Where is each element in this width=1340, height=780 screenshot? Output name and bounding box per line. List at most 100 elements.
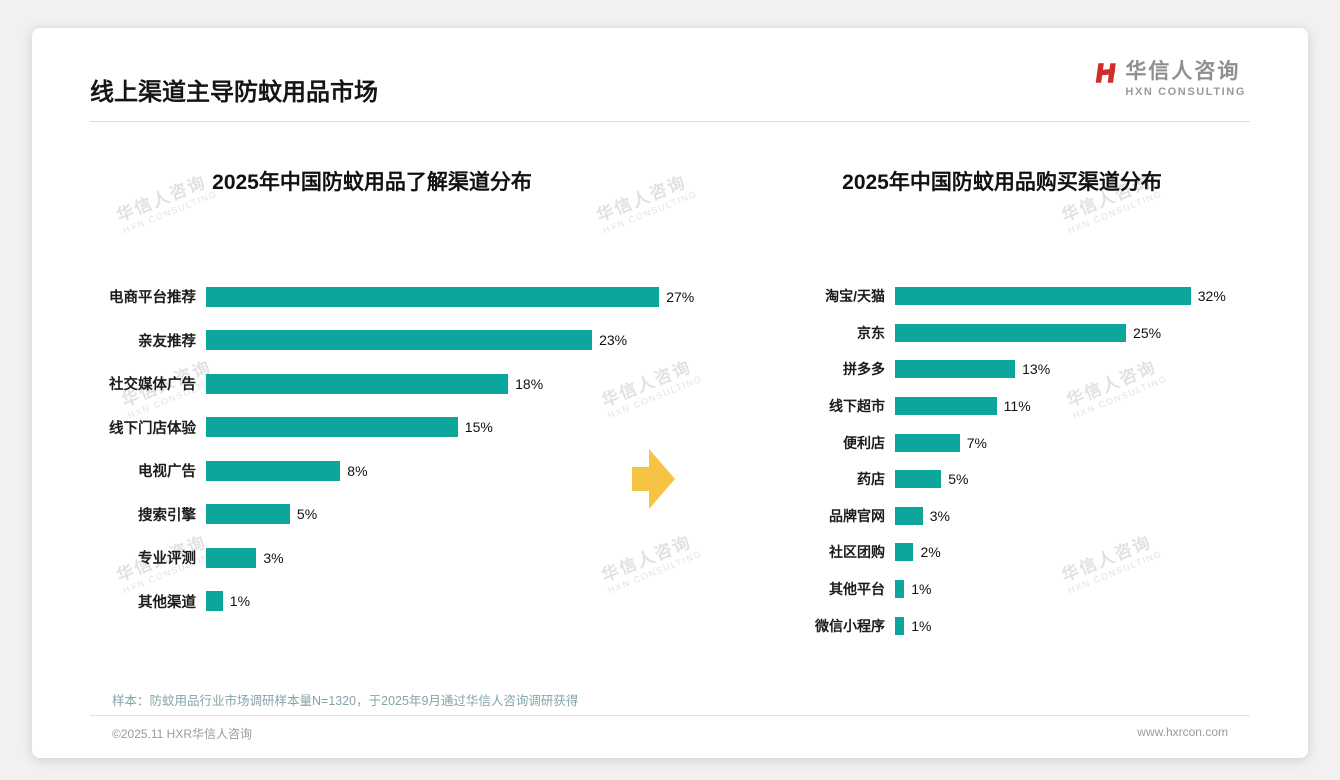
logo-name-cn: 华信人咨询: [1125, 60, 1241, 83]
bar-track: 32%: [895, 287, 1255, 306]
bar-track: 11%: [895, 397, 1255, 416]
bar-track: 1%: [895, 580, 1255, 599]
bar-row: 社交媒体广告 18%: [78, 362, 738, 406]
bar-label: 专业评测: [138, 551, 196, 568]
bar-label: 电视广告: [138, 464, 196, 481]
bar-value: 1%: [229, 593, 251, 610]
bar-label: 电商平台推荐: [109, 290, 196, 307]
chart-title-awareness: 2025年中国防蚊用品了解渠道分布: [212, 171, 532, 194]
bar-value: 5%: [948, 471, 969, 488]
bar: [895, 470, 942, 489]
bar-label: 社交媒体广告: [109, 377, 196, 394]
bar-label: 亲友推荐: [138, 333, 196, 350]
footer-url[interactable]: www.hxrcon.com: [1137, 725, 1228, 739]
bar-row: 线下门店体验 15%: [78, 406, 738, 450]
bar: [206, 460, 341, 481]
bar-label: 其他渠道: [138, 594, 196, 611]
page-title: 线上渠道主导防蚊用品市场: [90, 79, 378, 106]
bar-row: 社区团购 2%: [790, 534, 1270, 571]
bar: [206, 286, 660, 307]
bar-value: 25%: [1133, 324, 1162, 341]
bar-row: 亲友推荐 23%: [78, 319, 738, 363]
bar-row: 微信小程序 1%: [790, 607, 1270, 644]
bar: [206, 373, 509, 394]
bar: [895, 397, 997, 416]
bar-track: 13%: [895, 360, 1255, 379]
bar-row: 药店 5%: [790, 461, 1270, 498]
bar-row: 便利店 7%: [790, 424, 1270, 461]
bar-value: 13%: [1022, 361, 1051, 378]
bar-value: 27%: [666, 288, 695, 305]
bar: [206, 330, 593, 351]
bar-label: 便利店: [843, 434, 885, 451]
purchase-bar-chart: 淘宝/天猫 32% 京东 25% 拼多多 13% 线下超市 11% 便利店 7% 药店 5% 品牌官网 3…: [790, 278, 1270, 644]
bar-track: 1%: [895, 616, 1255, 635]
bar-track: 1%: [206, 591, 726, 612]
logo-name-en: HXN CONSULTING: [1125, 86, 1246, 98]
bar-row: 电视广告 8%: [78, 449, 738, 493]
bar-label: 搜索引擎: [138, 507, 196, 524]
bar-row: 其他渠道 1%: [78, 580, 738, 624]
bar-track: 25%: [895, 323, 1255, 342]
bar: [895, 616, 905, 635]
bar: [206, 504, 290, 525]
bar: [895, 580, 905, 599]
bar-track: 23%: [206, 330, 726, 351]
bar-value: 23%: [599, 332, 628, 349]
bar-value: 11%: [1003, 398, 1031, 415]
footer-divider: [90, 715, 1250, 716]
bar-track: 27%: [206, 286, 726, 307]
bar-track: 5%: [895, 470, 1255, 489]
bar: [895, 543, 914, 562]
bar-track: 3%: [895, 506, 1255, 525]
bar-track: 2%: [895, 543, 1255, 562]
bar: [895, 287, 1191, 306]
logo-icon: [1096, 63, 1117, 83]
bar-label: 线下门店体验: [109, 420, 196, 437]
bar-track: 5%: [206, 504, 726, 525]
footer: ©2025.11 HXR华信人咨询 www.hxrcon.com: [112, 725, 1228, 742]
bar-value: 1%: [911, 581, 932, 598]
footer-copyright: ©2025.11 HXR华信人咨询: [112, 727, 252, 741]
bar-value: 5%: [296, 506, 318, 523]
logo-text: 华信人咨询 HXN CONSULTING: [1125, 60, 1246, 98]
bar: [206, 547, 257, 568]
bar-label: 品牌官网: [829, 507, 885, 524]
bar-row: 搜索引擎 5%: [78, 493, 738, 537]
bar-row: 线下超市 11%: [790, 388, 1270, 425]
bar-value: 3%: [263, 549, 284, 566]
bar: [206, 591, 223, 612]
bar-track: 7%: [895, 433, 1255, 452]
bar: [895, 323, 1127, 342]
bar-label: 线下超市: [829, 398, 885, 415]
bar: [895, 360, 1016, 379]
bar-value: 3%: [929, 507, 950, 524]
bar-row: 品牌官网 3%: [790, 498, 1270, 535]
bar: [895, 506, 923, 525]
bar-track: 15%: [206, 417, 726, 438]
bar-value: 8%: [347, 462, 368, 479]
bar-row: 专业评测 3%: [78, 536, 738, 580]
logo: 华信人咨询 HXN CONSULTING: [1093, 60, 1246, 98]
bar-value: 2%: [920, 544, 941, 561]
slide-card: 华信人咨询 HXN CONSULTING 华信人咨询 HXN CONSULTING 华信…: [32, 28, 1308, 758]
bar-label: 淘宝/天猫: [825, 288, 885, 305]
bar-track: 18%: [206, 373, 726, 394]
bar: [206, 417, 458, 438]
bar-row: 拼多多 13%: [790, 351, 1270, 388]
bar-value: 15%: [464, 419, 493, 436]
bar-label: 微信小程序: [815, 617, 885, 634]
bar-row: 电商平台推荐 27%: [78, 275, 738, 319]
chart-title-purchase: 2025年中国防蚊用品购买渠道分布: [842, 171, 1162, 194]
awareness-bar-chart: 电商平台推荐 27% 亲友推荐 23% 社交媒体广告 18% 线下门店体验 15% 电视广告 8%…: [78, 275, 738, 623]
bar-value: 32%: [1197, 288, 1226, 305]
bar-value: 1%: [911, 617, 932, 634]
header-divider: [90, 121, 1250, 122]
bar-track: 8%: [206, 460, 726, 481]
bar-label: 拼多多: [843, 361, 885, 378]
bar-track: 3%: [206, 547, 726, 568]
bar-row: 京东 25%: [790, 315, 1270, 352]
bar: [895, 433, 960, 452]
bar-label: 其他平台: [829, 581, 885, 598]
bar-label: 药店: [857, 471, 885, 488]
